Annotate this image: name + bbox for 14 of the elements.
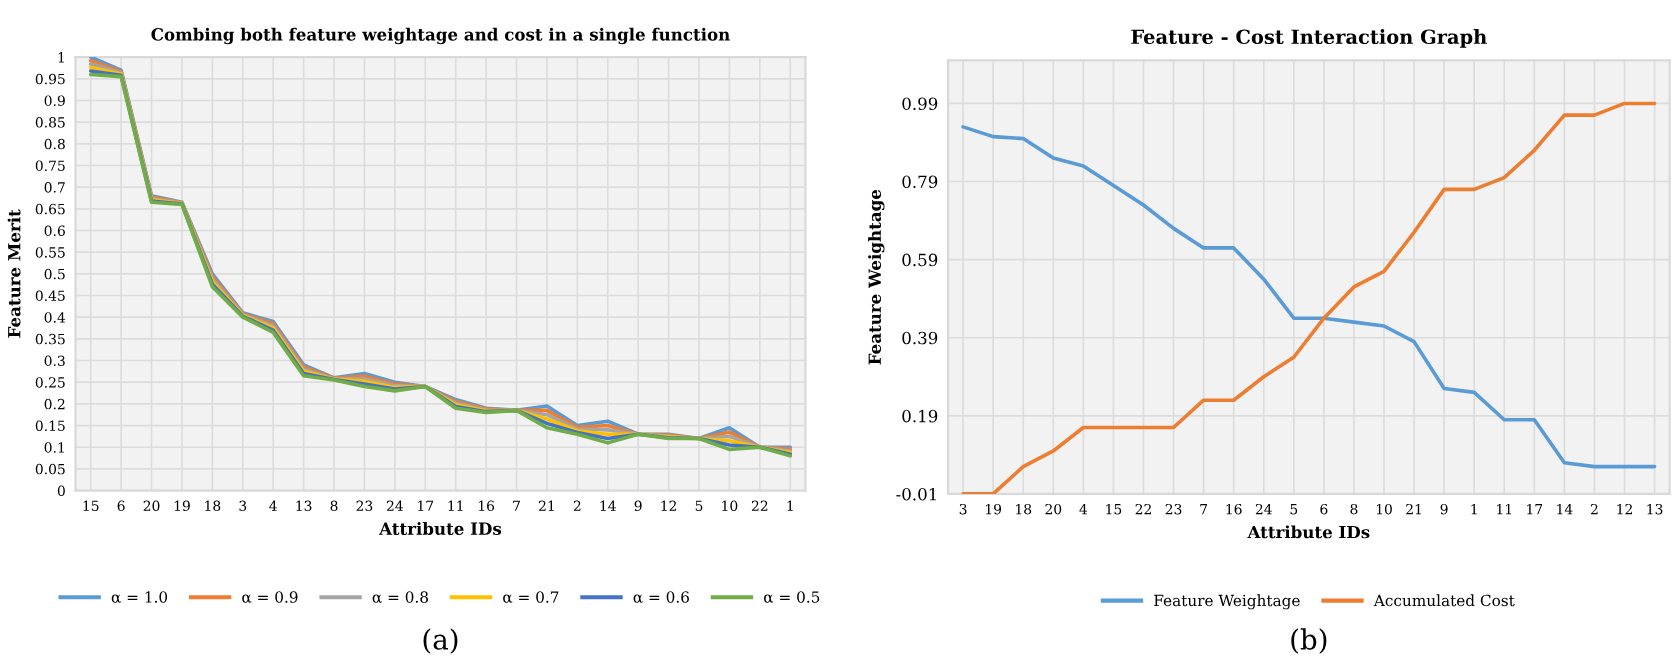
y-tick-label: 0.59 <box>902 253 938 267</box>
y-tick-label: 0.19 <box>902 409 938 423</box>
x-axis-title: Attribute IDs <box>1247 525 1370 539</box>
chart-title: Combing both feature weightage and cost in a single function <box>151 27 730 45</box>
y-tick-label: 0.39 <box>902 331 938 345</box>
text: (a) <box>423 628 458 654</box>
chart-title: Feature - Cost Interaction Graph <box>1131 29 1487 48</box>
text: (b) <box>1291 628 1327 654</box>
y-tick-label: 0.99 <box>902 97 938 110</box>
y-axis-title: Feature Weightage <box>868 189 885 365</box>
y-axis-title: Feature Merit <box>7 209 21 338</box>
y-tick-label: 0.79 <box>902 175 938 189</box>
y-tick-label: -0.01 <box>896 487 936 501</box>
x-axis-title: Attribute IDs <box>379 522 502 535</box>
